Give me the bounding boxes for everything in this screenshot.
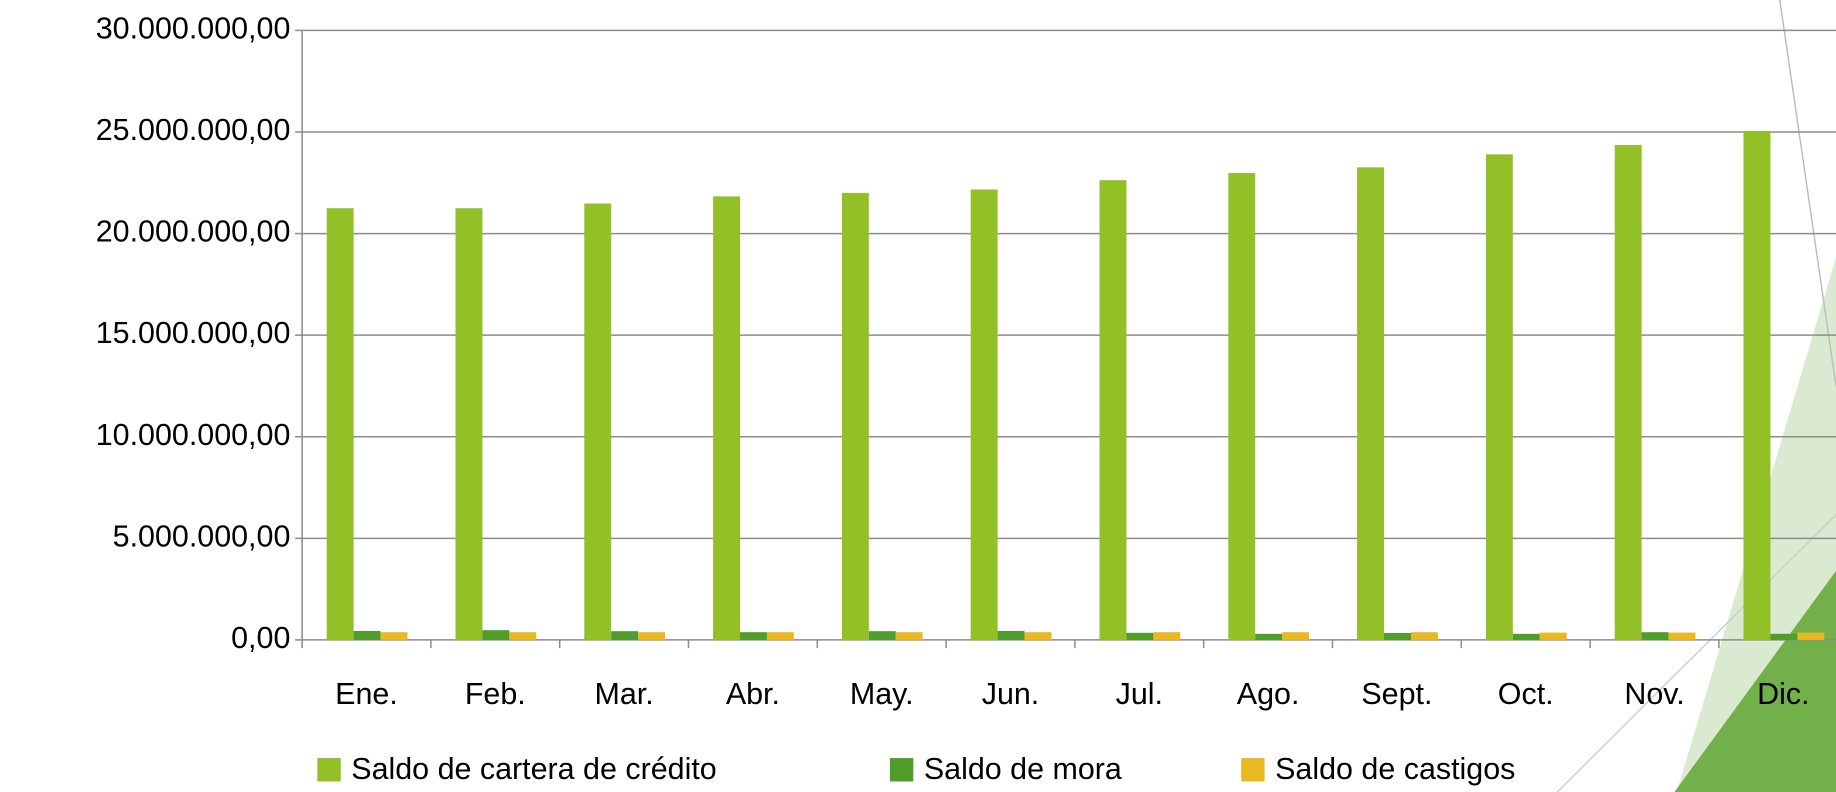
legend-swatch — [317, 758, 341, 782]
bar — [1614, 145, 1642, 640]
bar — [584, 203, 612, 640]
bar — [611, 631, 639, 640]
y-tick-label: 20.000.000,00 — [96, 215, 291, 249]
bar — [1384, 633, 1411, 640]
bar — [638, 632, 666, 640]
bar — [509, 632, 537, 640]
decor-line — [1556, 514, 1836, 792]
bar — [1410, 632, 1438, 640]
bar — [1668, 632, 1696, 640]
bar — [1512, 633, 1540, 640]
x-tick-label: Ene. — [335, 677, 398, 711]
y-tick-label: 10.000.000,00 — [96, 418, 291, 452]
x-tick-label: Oct. — [1498, 677, 1554, 711]
bar — [482, 630, 510, 640]
bar — [326, 208, 354, 640]
x-tick-label: Jun. — [982, 677, 1040, 711]
x-tick-label: May. — [850, 677, 914, 711]
bar — [1743, 130, 1771, 640]
legend-swatch — [889, 758, 914, 782]
bar — [1770, 633, 1798, 640]
bar — [1641, 632, 1669, 640]
bar — [380, 632, 408, 640]
legend-label: Saldo de castigos — [1275, 752, 1515, 786]
y-tick-label: 25.000.000,00 — [96, 113, 291, 147]
plot: 0,00 5.000.000,00 10.000.000,00 15.000.000,… — [96, 11, 1836, 786]
bar — [1024, 632, 1052, 640]
y-tick-label: 15.000.000,00 — [96, 316, 291, 350]
bar — [1357, 167, 1385, 640]
x-tick-label: Nov. — [1624, 677, 1684, 711]
bar — [1797, 632, 1825, 640]
bar — [766, 632, 794, 640]
x-tick-label: Feb. — [465, 677, 526, 711]
bar — [1153, 632, 1181, 640]
x-tick-label: Sept. — [1361, 677, 1432, 711]
legend-label: Saldo de mora — [924, 752, 1122, 786]
bar — [1126, 632, 1154, 640]
bar — [997, 630, 1025, 640]
bar — [1539, 632, 1567, 640]
bar — [713, 196, 741, 640]
bar — [895, 632, 923, 640]
bar — [1228, 173, 1256, 640]
bar — [841, 192, 869, 640]
bar — [868, 631, 896, 640]
bar — [1099, 180, 1127, 640]
y-tick-label: 5.000.000,00 — [113, 519, 291, 553]
bar — [455, 208, 483, 640]
legend-label: Saldo de cartera de crédito — [351, 752, 716, 786]
y-tick-label: 30.000.000,00 — [96, 11, 291, 45]
x-tick-label: Dic. — [1757, 677, 1809, 711]
decor-line — [1779, 0, 1836, 387]
decoration — [1556, 0, 1836, 792]
x-tick-label: Mar. — [595, 677, 654, 711]
bar — [353, 630, 381, 640]
bar — [1255, 633, 1283, 640]
bar — [1282, 632, 1310, 640]
bar — [1485, 154, 1513, 640]
y-tick-label: 0,00 — [231, 621, 290, 655]
bar — [740, 632, 767, 640]
bar — [970, 189, 998, 640]
x-tick-label: Abr. — [726, 677, 780, 711]
x-tick-label: Ago. — [1237, 677, 1300, 711]
x-tick-label: Jul. — [1116, 677, 1163, 711]
legend-swatch — [1241, 758, 1265, 782]
